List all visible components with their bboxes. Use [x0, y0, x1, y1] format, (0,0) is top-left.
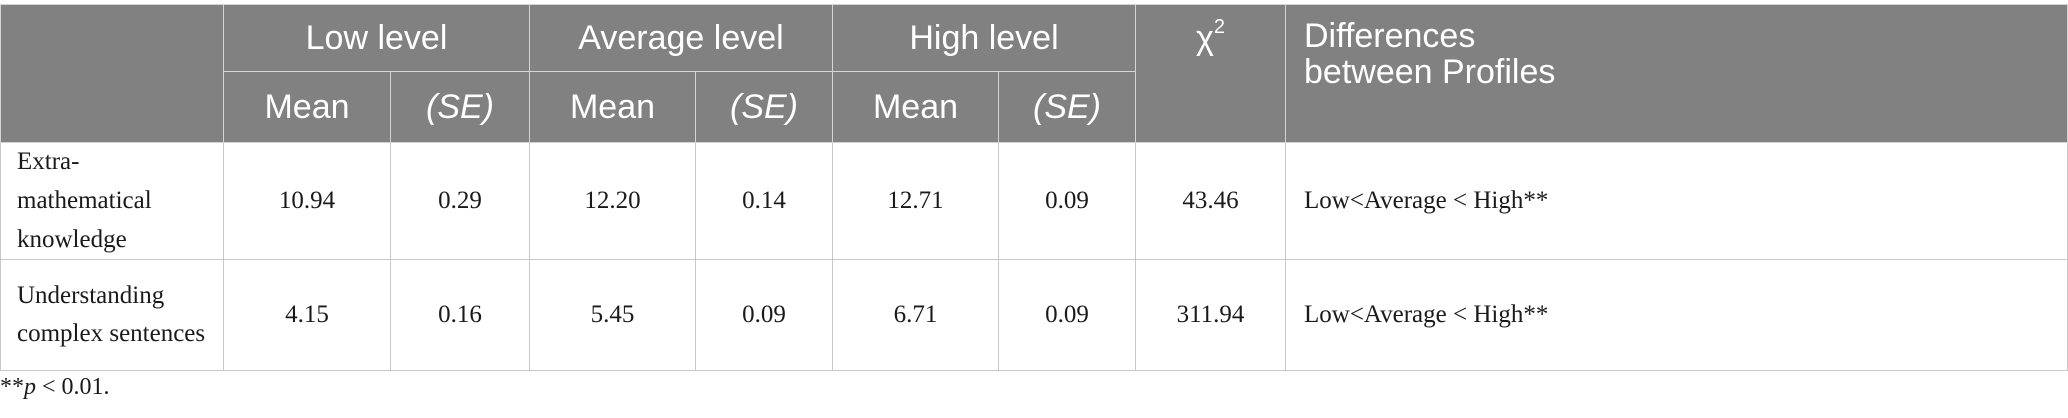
footnote-stars: **: [0, 374, 24, 400]
row-label: Understanding complex sentences: [0, 259, 224, 372]
cell-differences: Low<Average < High**: [1285, 141, 2068, 261]
header-average-level: Average level: [529, 4, 833, 72]
cell-average-mean: 5.45: [529, 259, 696, 372]
row-label-text: Understanding complex sentences: [17, 281, 206, 348]
results-table-container: Low level Average level High level χ2 Di…: [0, 4, 2068, 372]
cell-high-mean: 12.71: [832, 141, 999, 261]
cell-high-mean: 6.71: [832, 259, 999, 372]
subheader-high-mean: Mean: [832, 71, 999, 143]
cell-chi-square: 311.94: [1135, 259, 1286, 372]
cell-average-se: 0.09: [695, 259, 833, 372]
results-table: Low level Average level High level χ2 Di…: [0, 4, 2068, 372]
subheader-high-se: (SE): [998, 71, 1136, 143]
row-label: Extra-mathematical knowledge: [0, 141, 224, 261]
footnote-threshold: < 0.01.: [36, 374, 110, 400]
subheader-low-mean: Mean: [223, 71, 391, 143]
chi-symbol: χ: [1196, 19, 1214, 57]
header-corner: [0, 4, 224, 143]
subheader-average-mean: Mean: [529, 71, 696, 143]
row-label-text: Extra-mathematical knowledge: [17, 148, 152, 253]
header-differences-label: Differences between Profiles: [1304, 17, 1556, 91]
header-differences: Differences between Profiles: [1285, 4, 2068, 143]
cell-low-mean: 4.15: [223, 259, 391, 372]
header-low-level: Low level: [223, 4, 530, 72]
cell-high-se: 0.09: [998, 259, 1136, 372]
table-row: Extra-mathematical knowledge 10.94 0.29 …: [0, 141, 2068, 261]
cell-high-se: 0.09: [998, 141, 1136, 261]
subheader-low-se: (SE): [390, 71, 530, 143]
header-high-level: High level: [832, 4, 1136, 72]
footnote: **p < 0.01.: [0, 374, 110, 401]
cell-differences: Low<Average < High**: [1285, 259, 2068, 372]
cell-average-se: 0.14: [695, 141, 833, 261]
subheader-average-se: (SE): [695, 71, 833, 143]
table-row: Understanding complex sentences 4.15 0.1…: [0, 259, 2068, 372]
footnote-p: p: [24, 374, 36, 400]
header-chi-square: χ2: [1135, 4, 1286, 143]
cell-low-se: 0.29: [390, 141, 530, 261]
cell-average-mean: 12.20: [529, 141, 696, 261]
cell-low-mean: 10.94: [223, 141, 391, 261]
cell-chi-square: 43.46: [1135, 141, 1286, 261]
chi-superscript: 2: [1213, 15, 1225, 38]
cell-low-se: 0.16: [390, 259, 530, 372]
